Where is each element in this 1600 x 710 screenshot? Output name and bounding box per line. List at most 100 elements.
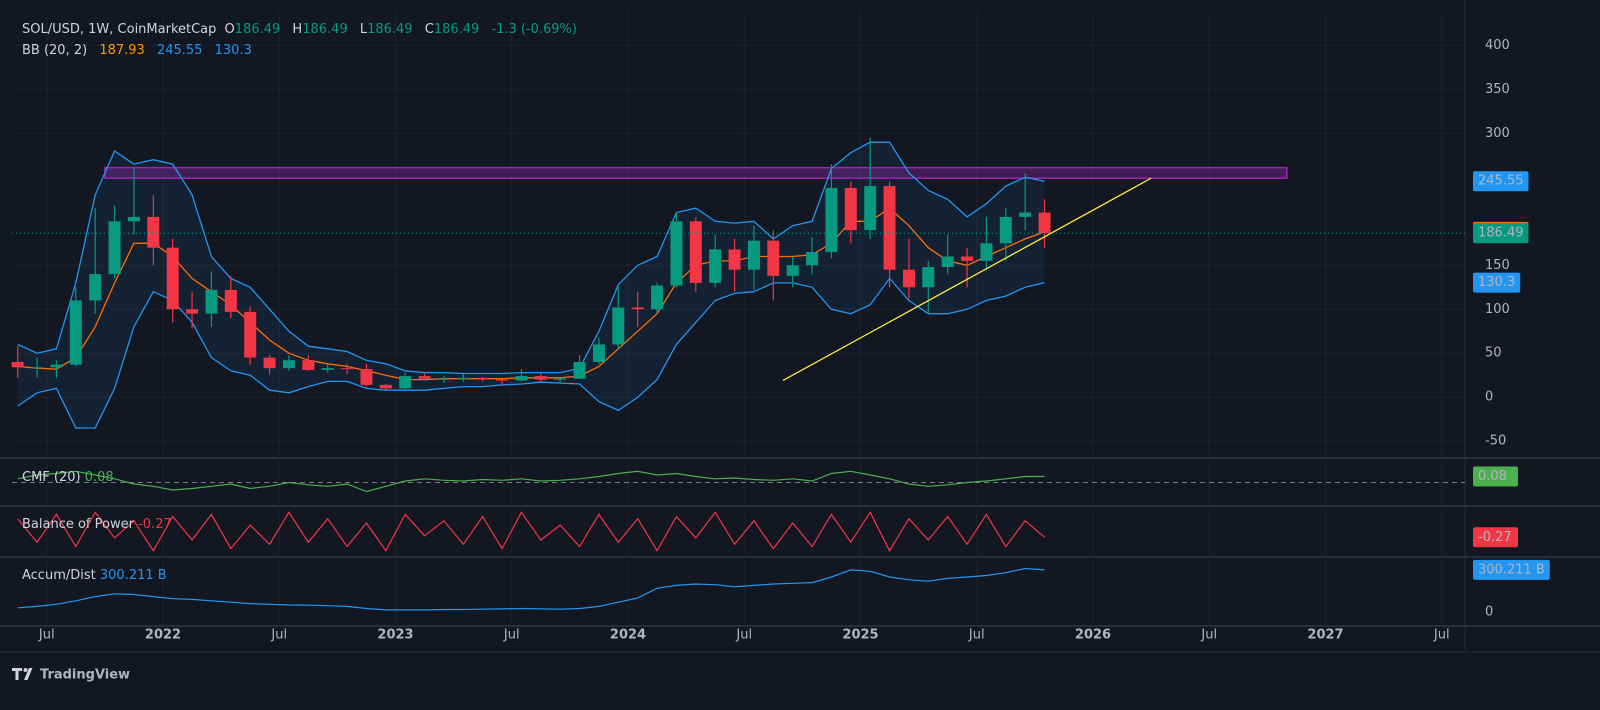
price-tag-label: -0.27 xyxy=(1478,530,1512,545)
l-label: L xyxy=(359,22,368,37)
candle-body xyxy=(282,360,295,369)
o-label: O xyxy=(224,22,235,37)
c-label: C xyxy=(424,22,434,37)
candle-body xyxy=(515,376,528,381)
candle-body xyxy=(534,376,547,380)
candle-body xyxy=(69,300,82,365)
logo-mark xyxy=(12,668,33,680)
price-tag xyxy=(1473,527,1518,548)
price-tag-label: 130.3 xyxy=(1478,275,1515,290)
x-tick-label: Jul xyxy=(735,628,752,643)
o-value: 186.49 xyxy=(234,22,281,37)
candle-body xyxy=(108,221,121,275)
candle-body xyxy=(11,362,24,368)
y-tick-label: 50 xyxy=(1485,346,1502,361)
candle-body xyxy=(224,289,237,312)
price-tag-label: 0.08 xyxy=(1478,469,1507,484)
candle-body xyxy=(554,378,567,380)
candle-body xyxy=(592,344,605,363)
candle-body xyxy=(961,256,974,261)
candle-body xyxy=(651,285,664,310)
candle-body xyxy=(399,376,412,389)
symbol: SOL/USD, 1W, CoinMarketCap xyxy=(22,22,217,37)
bb-basis: 187.93 xyxy=(99,43,145,58)
candle-body xyxy=(767,240,780,276)
bop-legend: Balance of Power -0.27 xyxy=(22,517,172,532)
trendline xyxy=(782,177,1152,382)
x-tick-label: Jul xyxy=(38,628,55,643)
bb-line xyxy=(17,277,1045,429)
indicator-line xyxy=(17,470,1045,493)
bb-label: BB (20, 2) xyxy=(22,43,88,58)
resistance-zone xyxy=(104,166,1288,179)
candle-body xyxy=(476,377,489,380)
candle-body xyxy=(631,307,644,310)
price-tag xyxy=(1473,223,1529,244)
x-tick-label: 2024 xyxy=(610,628,646,643)
candle-body xyxy=(166,247,179,310)
h-value: 186.49 xyxy=(302,22,348,37)
candle-body xyxy=(573,362,586,379)
bb-legend: BB (20, 2) 187.93 245.55 130.3 xyxy=(22,43,256,58)
bb-line xyxy=(17,141,1045,375)
y-tick-label: 350 xyxy=(1485,82,1510,97)
y-tick-label: 150 xyxy=(1485,258,1510,273)
candle-body xyxy=(825,187,838,253)
bb-lower: 130.3 xyxy=(214,43,252,58)
candle-body xyxy=(883,186,896,270)
candle-body xyxy=(689,221,702,283)
x-tick-label: Jul xyxy=(1200,628,1217,643)
x-tick-label: 2022 xyxy=(145,628,181,643)
y-tick-label: 300 xyxy=(1485,126,1510,141)
x-tick-label: Jul xyxy=(968,628,985,643)
candle-body xyxy=(922,267,935,288)
change: -1.3 xyxy=(491,22,517,37)
y-tick-label: 400 xyxy=(1485,38,1510,53)
candle-body xyxy=(437,378,450,380)
price-tag xyxy=(1473,559,1550,580)
x-tick-label: Jul xyxy=(503,628,520,643)
candle-body xyxy=(263,357,276,369)
candle-body xyxy=(457,377,470,379)
candle-body xyxy=(786,265,799,276)
candle-body xyxy=(941,256,954,268)
x-tick-label: Jul xyxy=(1433,628,1450,643)
logo xyxy=(12,668,33,680)
candle-body xyxy=(999,216,1012,244)
candle-body xyxy=(244,311,257,358)
y-tick-label: 100 xyxy=(1485,302,1510,317)
bop-value: -0.27 xyxy=(138,517,172,532)
ad-label: Accum/Dist xyxy=(22,568,96,583)
bop-label: Balance of Power xyxy=(22,517,134,532)
candle-body xyxy=(864,186,877,231)
candle-body xyxy=(360,369,373,385)
candle-body xyxy=(302,360,315,370)
x-tick-label: 2027 xyxy=(1307,628,1343,643)
y-tick-label: -50 xyxy=(1485,434,1506,449)
x-tick-label: 2026 xyxy=(1075,628,1111,643)
candle-body xyxy=(612,307,625,345)
cmf-legend: CMF (20) 0.08 xyxy=(22,470,114,485)
c-value: 186.49 xyxy=(433,22,480,37)
price-tag-label: 300.211 B xyxy=(1478,562,1545,577)
candle-body xyxy=(147,216,160,248)
brand: TradingView xyxy=(40,668,130,683)
band-fill xyxy=(17,142,1045,428)
indicator-line xyxy=(17,567,1045,611)
candle-body xyxy=(806,252,819,266)
candle-body xyxy=(1019,212,1032,217)
y-tick-label: 0 xyxy=(1485,604,1493,619)
cmf-value: 0.08 xyxy=(84,470,114,485)
price-tag xyxy=(1473,272,1521,293)
indicator-line xyxy=(17,511,1045,552)
candle-body xyxy=(496,379,509,381)
change-pct: (-0.69%) xyxy=(520,22,577,37)
candle-body xyxy=(1038,212,1051,234)
x-tick-label: 2023 xyxy=(377,628,413,643)
ad-legend: Accum/Dist 300.211 B xyxy=(22,568,167,583)
price-tag-label: 245.55 xyxy=(1478,174,1524,189)
candle-body xyxy=(31,367,44,369)
price-tag xyxy=(1473,466,1518,487)
